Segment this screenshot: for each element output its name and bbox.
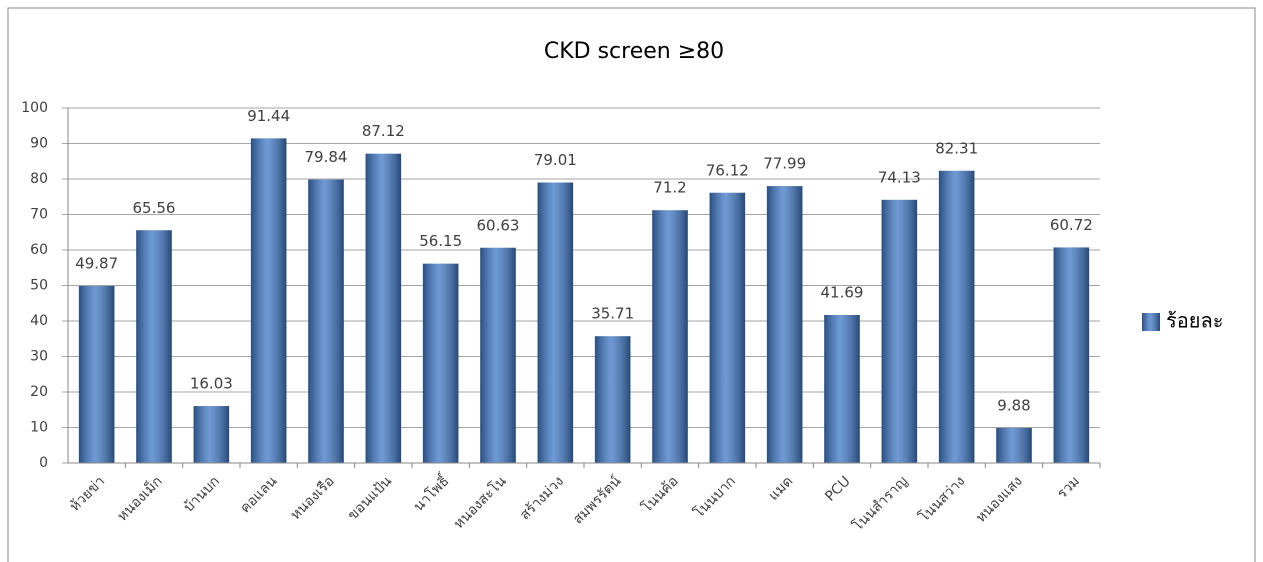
y-tick-label: 10 [30, 420, 48, 436]
bar-shade [78, 285, 115, 463]
data-label: 9.88 [997, 396, 1030, 414]
x-tick-label: นาโพธิ์ [409, 470, 454, 515]
bar-shade [652, 210, 688, 463]
bar-shade [824, 315, 860, 463]
bar-shade [881, 199, 918, 463]
x-tick-label: โนนสำราญ [849, 473, 911, 535]
data-label: 65.56 [133, 199, 176, 217]
data-label: 82.31 [935, 139, 978, 157]
x-tick-label: รวม [1054, 473, 1083, 502]
legend-label: ร้อยละ [1166, 309, 1223, 333]
x-tick-label: สมพรรัตน์ [569, 472, 624, 527]
x-tick-label: แมด [766, 473, 797, 504]
chart-title: CKD screen ≥80 [544, 39, 724, 64]
bar-shade [594, 336, 631, 463]
y-tick-label: 30 [30, 349, 48, 365]
y-tick-label: 20 [30, 384, 48, 400]
data-label: 77.99 [763, 155, 806, 173]
data-label: 49.87 [75, 254, 118, 272]
bar-shade [480, 247, 516, 463]
data-label: 87.12 [362, 122, 405, 140]
x-tick-label: หนองสะโน [450, 472, 510, 532]
bar-shade [938, 170, 975, 463]
data-label: 79.84 [305, 148, 348, 166]
y-tick-label: 90 [30, 136, 48, 152]
data-label: 71.2 [653, 179, 686, 197]
bar-shade [709, 192, 746, 464]
data-label: 60.63 [477, 216, 520, 234]
x-tick-label: โนนบาก [690, 473, 739, 522]
y-tick-label: 0 [39, 455, 48, 471]
legend-swatch-shade [1142, 313, 1160, 331]
x-tick-label: ห้วยข่า [67, 473, 109, 515]
bar-shade [365, 153, 402, 463]
data-label: 16.03 [190, 375, 233, 393]
y-tick-label: 60 [30, 242, 48, 258]
data-label: 35.71 [591, 305, 634, 323]
bar-shade [422, 263, 459, 463]
data-label: 56.15 [419, 232, 462, 250]
bar-shade [996, 427, 1032, 463]
bar-shade [250, 138, 287, 463]
x-tick-label: คอแลน [237, 473, 280, 516]
y-tick-label: 100 [21, 100, 48, 116]
bar-shade [136, 230, 172, 463]
chart-frame [7, 7, 1256, 562]
data-label: 91.44 [247, 107, 290, 125]
data-label: 60.72 [1050, 216, 1093, 234]
x-tick-label: หนองเรือ [288, 473, 338, 523]
data-label: 41.69 [821, 284, 864, 302]
y-tick-label: 40 [30, 313, 48, 329]
bar-shade [766, 186, 803, 463]
bar-shade [308, 179, 344, 463]
x-tick-label: ขอนแป้น [345, 473, 396, 524]
data-label: 79.01 [534, 151, 577, 169]
bar-shade [193, 406, 230, 463]
bar-shade [537, 182, 574, 463]
data-label: 76.12 [706, 161, 749, 179]
y-tick-label: 70 [30, 207, 48, 223]
x-tick-label: หนองเม็ก [113, 472, 166, 525]
y-tick-label: 50 [30, 278, 48, 294]
data-label: 74.13 [878, 168, 921, 186]
x-tick-label: โนนสว่าง [915, 473, 968, 526]
x-tick-label: บ้านบก [181, 473, 223, 515]
x-tick-label: หนองแสง [973, 473, 1026, 526]
bar-shade [1053, 247, 1090, 463]
y-tick-label: 80 [30, 171, 48, 187]
x-tick-label: PCU [822, 473, 853, 504]
x-tick-label: โนนค้อ [638, 473, 681, 516]
x-tick-label: สร้างม่วง [517, 473, 567, 523]
